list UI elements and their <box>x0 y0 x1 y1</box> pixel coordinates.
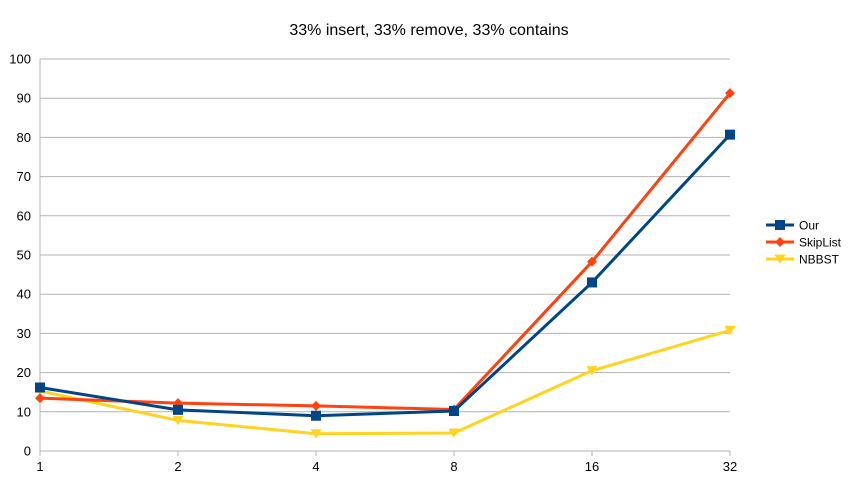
y-tick-label: 60 <box>17 208 31 223</box>
y-tick-label: 10 <box>17 404 31 419</box>
axes: 0 10 20 30 40 50 60 70 80 90 100 1 2 4 8 16 32 <box>9 52 737 475</box>
legend-swatch-marker <box>775 220 785 230</box>
data-point-our <box>587 277 597 288</box>
y-tick-label: 90 <box>17 91 31 106</box>
x-tick-label: 32 <box>723 459 737 474</box>
y-tick-label: 50 <box>17 248 31 263</box>
y-tick-label: 40 <box>17 287 31 302</box>
data-point-skiplist <box>311 400 321 411</box>
data-point-skiplist <box>725 88 735 99</box>
data-point-our <box>311 410 321 421</box>
y-tick-label: 100 <box>9 52 31 67</box>
x-tick-label: 1 <box>36 459 43 474</box>
data-point-nbbst <box>724 325 736 336</box>
data-point-skiplist <box>587 256 597 267</box>
y-tick-label: 20 <box>17 365 31 380</box>
x-tick-label: 16 <box>585 459 599 474</box>
x-tick-label: 4 <box>312 459 319 474</box>
series-our <box>35 129 735 421</box>
y-tick-label: 80 <box>17 130 31 145</box>
data-point-nbbst <box>172 415 184 426</box>
y-tick-label: 30 <box>17 326 31 341</box>
x-tick-label: 8 <box>450 459 457 474</box>
series-line-skiplist <box>39 92 732 411</box>
legend-item-skiplist: SkipList <box>766 236 842 250</box>
y-tick-label: 70 <box>17 169 31 184</box>
legend-item-nbbst: NBBST <box>766 253 840 267</box>
series <box>34 88 736 439</box>
data-point-skiplist <box>35 393 45 404</box>
legend: Our SkipList NBBST <box>766 219 842 267</box>
x-tick-label: 2 <box>174 459 181 474</box>
data-point-our <box>725 129 735 140</box>
legend-swatch-marker <box>775 237 785 247</box>
series-nbbst <box>34 325 736 439</box>
series-line-our <box>39 133 732 418</box>
y-tick-label: 0 <box>24 444 31 459</box>
chart-title: 33% insert, 33% remove, 33% contains <box>289 22 568 39</box>
data-point-our <box>35 382 45 393</box>
grid <box>40 58 730 452</box>
data-point-nbbst <box>310 429 322 439</box>
legend-swatch-marker <box>774 254 786 264</box>
legend-label: NBBST <box>799 253 840 267</box>
series-line-nbbst <box>39 328 731 436</box>
data-point-nbbst <box>448 428 460 438</box>
legend-item-our: Our <box>766 219 819 233</box>
legend-label: SkipList <box>799 236 842 250</box>
data-point-nbbst <box>586 366 598 376</box>
data-point-our <box>173 404 183 415</box>
legend-label: Our <box>799 219 819 233</box>
data-point-our <box>449 406 459 417</box>
